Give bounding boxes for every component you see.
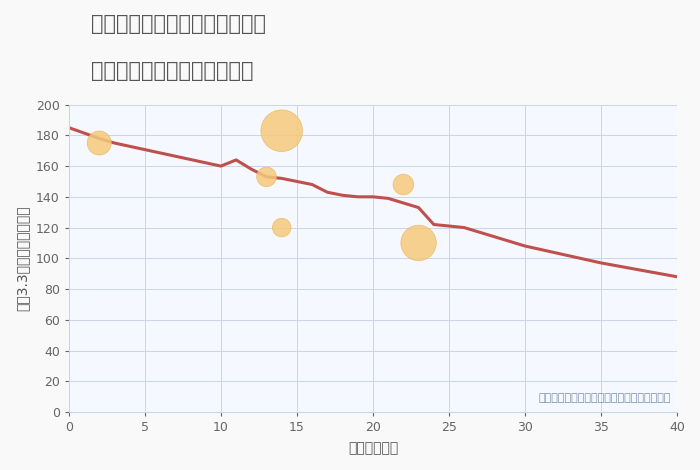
Point xyxy=(276,224,287,231)
Text: 愛知県名古屋市中村区若宮町の: 愛知県名古屋市中村区若宮町の xyxy=(91,14,266,34)
Point xyxy=(413,239,424,247)
Point xyxy=(94,139,105,147)
Point xyxy=(261,173,272,180)
Text: 築年数別中古マンション価格: 築年数別中古マンション価格 xyxy=(91,61,253,81)
Text: 円の大きさは、取引のあった物件面積を示す: 円の大きさは、取引のあった物件面積を示す xyxy=(538,393,671,403)
X-axis label: 築年数（年）: 築年数（年） xyxy=(348,441,398,455)
Point xyxy=(398,181,409,188)
Y-axis label: 坪（3.3㎡）単価（万円）: 坪（3.3㎡）単価（万円） xyxy=(15,205,29,311)
Point xyxy=(276,127,287,134)
